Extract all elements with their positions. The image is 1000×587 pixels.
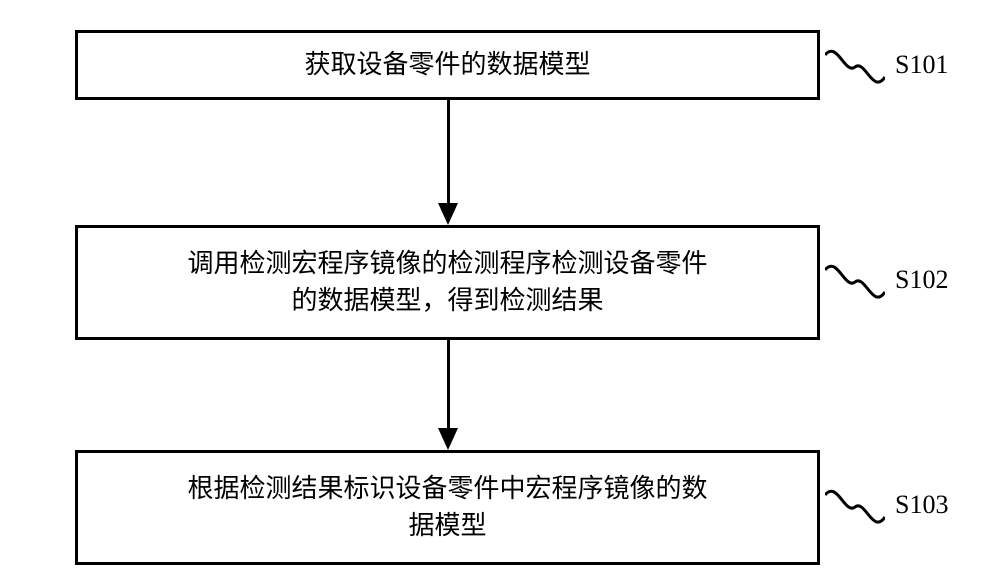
step-box-s102: 调用检测宏程序镜像的检测程序检测设备零件 的数据模型，得到检测结果 <box>75 225 820 340</box>
arrow-s102-s103-line <box>447 340 450 428</box>
step-text-s102: 调用检测宏程序镜像的检测程序检测设备零件 的数据模型，得到检测结果 <box>187 246 707 319</box>
step-label-s102: S102 <box>895 265 948 295</box>
step-text-s103: 根据检测结果标识设备零件中宏程序镜像的数 据模型 <box>187 471 707 544</box>
step-label-s103: S103 <box>895 490 948 520</box>
arrow-s101-s102-line <box>447 100 450 203</box>
arrow-s102-s103-head <box>438 428 458 450</box>
step-box-s101: 获取设备零件的数据模型 <box>75 30 820 100</box>
step-label-s101: S101 <box>895 50 948 80</box>
tilde-connector-s103 <box>825 485 885 530</box>
tilde-connector-s101 <box>825 45 885 90</box>
step-box-s103: 根据检测结果标识设备零件中宏程序镜像的数 据模型 <box>75 450 820 565</box>
tilde-connector-s102 <box>825 260 885 305</box>
flowchart-canvas: 获取设备零件的数据模型 S101 调用检测宏程序镜像的检测程序检测设备零件 的数… <box>0 0 1000 587</box>
step-text-s101: 获取设备零件的数据模型 <box>304 47 590 83</box>
arrow-s101-s102-head <box>438 203 458 225</box>
